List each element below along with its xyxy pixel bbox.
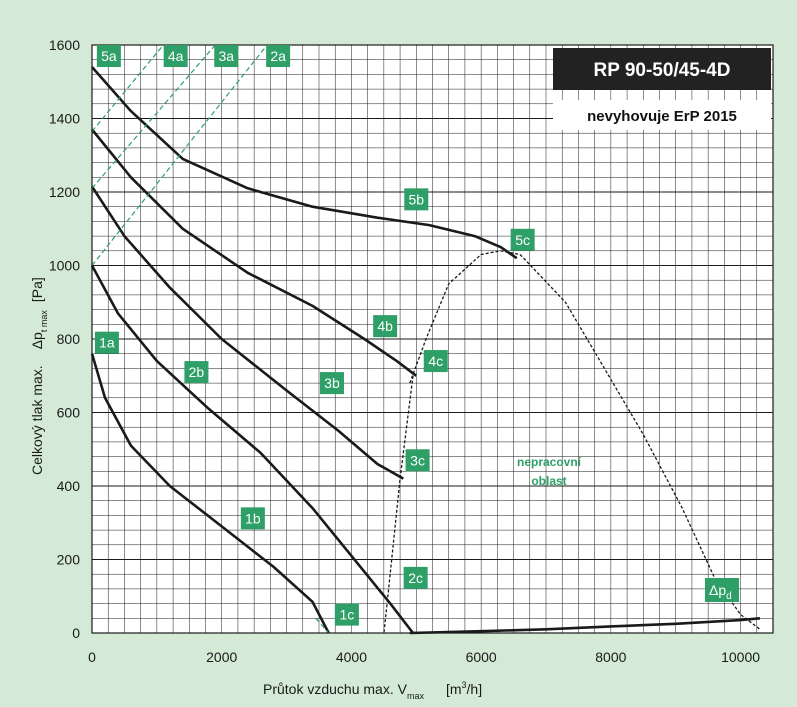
zone-label-line2: oblast — [531, 474, 566, 488]
curve-tag-3c: 3c — [405, 449, 430, 472]
curve-tag-box — [240, 507, 265, 530]
x-axis-title: Průtok vzduchu max. Vmax [m3/h] — [263, 680, 482, 701]
x-tick-label: 0 — [88, 649, 96, 665]
curve-tag-text: 2b — [189, 364, 205, 380]
series-line-2a — [91, 44, 268, 266]
curve-tag-1b: 1b — [240, 507, 265, 530]
grid — [92, 45, 773, 633]
curve-tag-3a: 3a — [214, 45, 239, 68]
series-line-boundary — [519, 254, 761, 630]
y-tick-label: 200 — [57, 552, 81, 568]
curve-tag-4a: 4a — [163, 45, 188, 68]
tick-labels: 0 2000 4000 6000 8000 10000 0 200 400 600 800 1000 1… — [49, 37, 760, 665]
y-axis-title-sym: Δp — [29, 332, 45, 349]
series-line-3c-2c — [383, 375, 414, 634]
x-axis-title-unit-sup: 3 — [462, 680, 467, 690]
curve-tag-text: 3c — [410, 452, 425, 468]
curve-tag-text: 1a — [99, 335, 115, 351]
x-tick-label: 4000 — [336, 649, 367, 665]
curve-tag-box — [319, 372, 344, 395]
curve-tag-box — [94, 331, 119, 354]
curve-tag-text: 2a — [270, 48, 286, 64]
series-layer — [90, 44, 761, 635]
curve-tag-text: 2c — [408, 570, 423, 586]
curve-tag-box — [96, 45, 121, 68]
curve-tag-2c: 2c — [403, 566, 428, 589]
series-line-5 — [91, 66, 518, 260]
curve-tag-text: 4b — [377, 318, 393, 334]
curve-tag-1c: 1c — [334, 603, 359, 626]
y-tick-label: 600 — [57, 405, 81, 421]
curve-tag-box — [403, 566, 428, 589]
chart-title: RP 90-50/45-4D — [594, 60, 731, 81]
y-axis-title-sub: t max — [39, 310, 49, 333]
y-tick-label: 1600 — [49, 37, 80, 53]
curve-tag-box — [266, 45, 291, 68]
series-line-3 — [90, 185, 404, 480]
curve-tag-box — [163, 45, 188, 68]
curve-tag-box — [510, 228, 535, 251]
curve-tag-4c: 4c — [423, 350, 448, 373]
x-axis-title-main: Průtok vzduchu max. V — [263, 681, 408, 697]
curve-tag-text: 5a — [101, 48, 117, 64]
zone-label-line1: nepracovní — [517, 455, 582, 469]
title-box — [553, 48, 771, 90]
series-line-1 — [90, 353, 330, 634]
x-axis-title-sub: max — [407, 691, 425, 701]
y-axis-title-unit: [Pa] — [29, 277, 45, 302]
curve-tag-text: 5b — [408, 191, 424, 207]
x-tick-label: 2000 — [206, 649, 237, 665]
curve-tag-text: 1c — [339, 607, 354, 623]
y-axis-title-main: Celkový tlak max. — [29, 365, 45, 475]
curve-tag-box — [404, 188, 429, 211]
series-line-4 — [90, 128, 418, 377]
series-line-2 — [90, 264, 415, 634]
curve-tag-text: 3a — [218, 48, 234, 64]
curve-tag-text: 1b — [245, 510, 261, 526]
curve-tag-2b: 2b — [184, 361, 209, 384]
dpd-main: Δp — [709, 582, 726, 598]
y-tick-label: 0 — [72, 625, 80, 641]
curve-tag-text: 5c — [515, 232, 530, 248]
y-tick-label: 1200 — [49, 184, 80, 200]
curve-tag-box — [405, 449, 430, 472]
curve-tag-5a: 5a — [96, 45, 121, 68]
curve-tag-box — [184, 361, 209, 384]
curve-tag-4b: 4b — [373, 315, 398, 338]
chart-subtitle: nevyhovuje ErP 2015 — [587, 108, 737, 125]
dpd-tag: Δpd — [705, 578, 739, 602]
curve-tag-box — [214, 45, 239, 68]
curve-tag-5c: 5c — [510, 228, 535, 251]
curve-tag-3b: 3b — [319, 372, 344, 395]
dpd-sub: d — [726, 591, 732, 602]
x-tick-label: 10000 — [721, 649, 760, 665]
svg-text:Δpd: Δpd — [709, 582, 732, 602]
curve-tag-box — [373, 315, 398, 338]
x-axis-title-unit-b: /h] — [467, 681, 483, 697]
y-tick-label: 1400 — [49, 111, 80, 127]
curve-tag-text: 4c — [428, 353, 443, 369]
curve-tag-box — [423, 350, 448, 373]
series-line-1a-1c — [315, 617, 330, 634]
curve-tag-text: 4a — [168, 48, 184, 64]
curve-tag-5b: 5b — [404, 188, 429, 211]
plot-frame — [91, 44, 774, 634]
series-line-4a — [91, 44, 164, 132]
y-tick-label: 1000 — [49, 258, 80, 274]
x-axis-title-unit-a: [m — [446, 681, 462, 697]
series-line-Δpd — [409, 617, 761, 635]
curve-tag-1a: 1a — [94, 331, 119, 354]
curve-tag-box — [334, 603, 359, 626]
subtitle-box — [553, 100, 771, 130]
curve-tags: 1a 1b 1c 2a 2b 2c 3a 3b 3c 4a 4b 4c 5a 5b 5c — [94, 45, 535, 626]
x-tick-label: 8000 — [595, 649, 626, 665]
y-tick-label: 800 — [57, 331, 81, 347]
curve-tag-2a: 2a — [266, 45, 291, 68]
curve-tag-text: 3b — [324, 375, 340, 391]
y-tick-label: 400 — [57, 478, 81, 494]
y-axis-title: Celkový tlak max. Δpt max [Pa] — [29, 277, 49, 475]
x-tick-label: 6000 — [466, 649, 497, 665]
